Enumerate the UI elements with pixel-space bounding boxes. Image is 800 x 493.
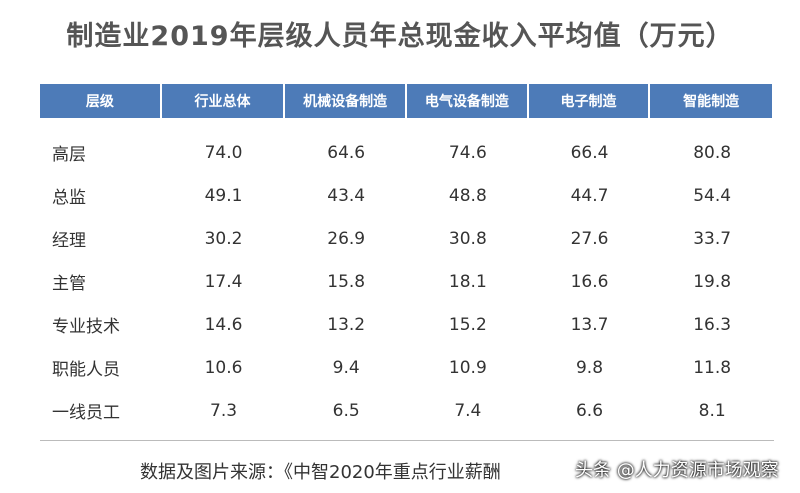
column-header: 层级 — [40, 84, 160, 118]
row-label: 专业技术 — [52, 317, 120, 337]
cell-value: 7.4 — [454, 400, 482, 421]
cell-value: 49.1 — [204, 185, 243, 206]
cell-value: 48.8 — [448, 185, 487, 206]
cell-value: 27.6 — [570, 228, 609, 249]
source-note: 数据及图片来源：《中智2020年重点行业薪酬 — [140, 462, 501, 483]
cell-value: 15.2 — [448, 314, 487, 335]
cell-value: 11.8 — [693, 357, 732, 378]
cell-value: 10.9 — [448, 357, 487, 378]
cell-value: 19.8 — [693, 271, 732, 292]
cell-value: 16.3 — [693, 314, 732, 335]
cell-value: 6.6 — [575, 400, 604, 421]
bottom-rule — [40, 440, 774, 441]
table-row: 总监 49.1 43.4 48.8 44.7 54.4 — [40, 174, 774, 217]
table: 层级 行业总体 机械设备制造 电气设备制造 电子制造 智能制造高层 74.0 64.6 74.6… — [40, 84, 774, 432]
row-label: 职能人员 — [52, 360, 120, 380]
table-row: 高层 74.0 64.6 74.6 66.4 80.8 — [40, 131, 774, 174]
cell-value: 43.4 — [327, 185, 366, 206]
cell-value: 74.0 — [204, 142, 243, 163]
cell-value: 80.8 — [693, 142, 732, 163]
watermark: 头条 @人力资源市场观察 — [575, 460, 779, 481]
column-header: 智能制造 — [650, 84, 772, 118]
cell-value: 9.8 — [575, 357, 604, 378]
title: 制造业2019年层级人员年总现金收入平均值（万元） — [66, 21, 734, 52]
cell-value: 26.9 — [327, 228, 366, 249]
table-row: 专业技术 14.6 13.2 15.2 13.7 16.3 — [40, 303, 774, 346]
cell-value: 10.6 — [204, 357, 243, 378]
row-label: 总监 — [52, 188, 86, 208]
table-body: 高层 74.0 64.6 74.6 66.4 80.8 总监 49.1 43.4 48.8 44.7… — [40, 131, 774, 432]
row-label: 高层 — [52, 145, 86, 165]
cell-value: 44.7 — [570, 185, 609, 206]
cell-value: 7.3 — [210, 400, 238, 421]
cell-value: 54.4 — [693, 185, 732, 206]
column-header: 电子制造 — [528, 84, 649, 118]
cell-value: 33.7 — [693, 228, 732, 249]
table-row: 职能人员 10.6 9.4 10.9 9.8 11.8 — [40, 346, 774, 389]
cell-value: 74.6 — [448, 142, 487, 163]
table-row: 经理 30.2 26.9 30.8 27.6 33.7 — [40, 217, 774, 260]
cell-value: 66.4 — [570, 142, 609, 163]
cell-value: 30.8 — [448, 228, 487, 249]
row-label: 一线员工 — [52, 403, 120, 423]
cell-value: 13.7 — [570, 314, 609, 335]
cell-value: 16.6 — [570, 271, 609, 292]
cell-value: 8.1 — [698, 400, 726, 421]
table-row: 主管 17.4 15.8 18.1 16.6 19.8 — [40, 260, 774, 303]
cell-value: 17.4 — [204, 271, 243, 292]
cell-value: 14.6 — [204, 314, 243, 335]
table-row: 一线员工 7.3 6.5 7.4 6.6 8.1 — [40, 389, 774, 432]
cell-value: 64.6 — [327, 142, 366, 163]
cell-value: 15.8 — [327, 271, 366, 292]
column-header: 行业总体 — [161, 84, 284, 118]
cell-value: 13.2 — [327, 314, 366, 335]
column-header: 机械设备制造 — [285, 84, 405, 118]
cell-value: 6.5 — [332, 400, 360, 421]
header-row: 层级 行业总体 机械设备制造 电气设备制造 电子制造 智能制造 — [40, 84, 774, 118]
row-label: 主管 — [52, 274, 86, 294]
cell-value: 18.1 — [448, 271, 487, 292]
cell-value: 9.4 — [332, 357, 360, 378]
cell-value: 30.2 — [204, 228, 243, 249]
row-label: 经理 — [52, 231, 86, 251]
column-header: 电气设备制造 — [407, 84, 527, 118]
